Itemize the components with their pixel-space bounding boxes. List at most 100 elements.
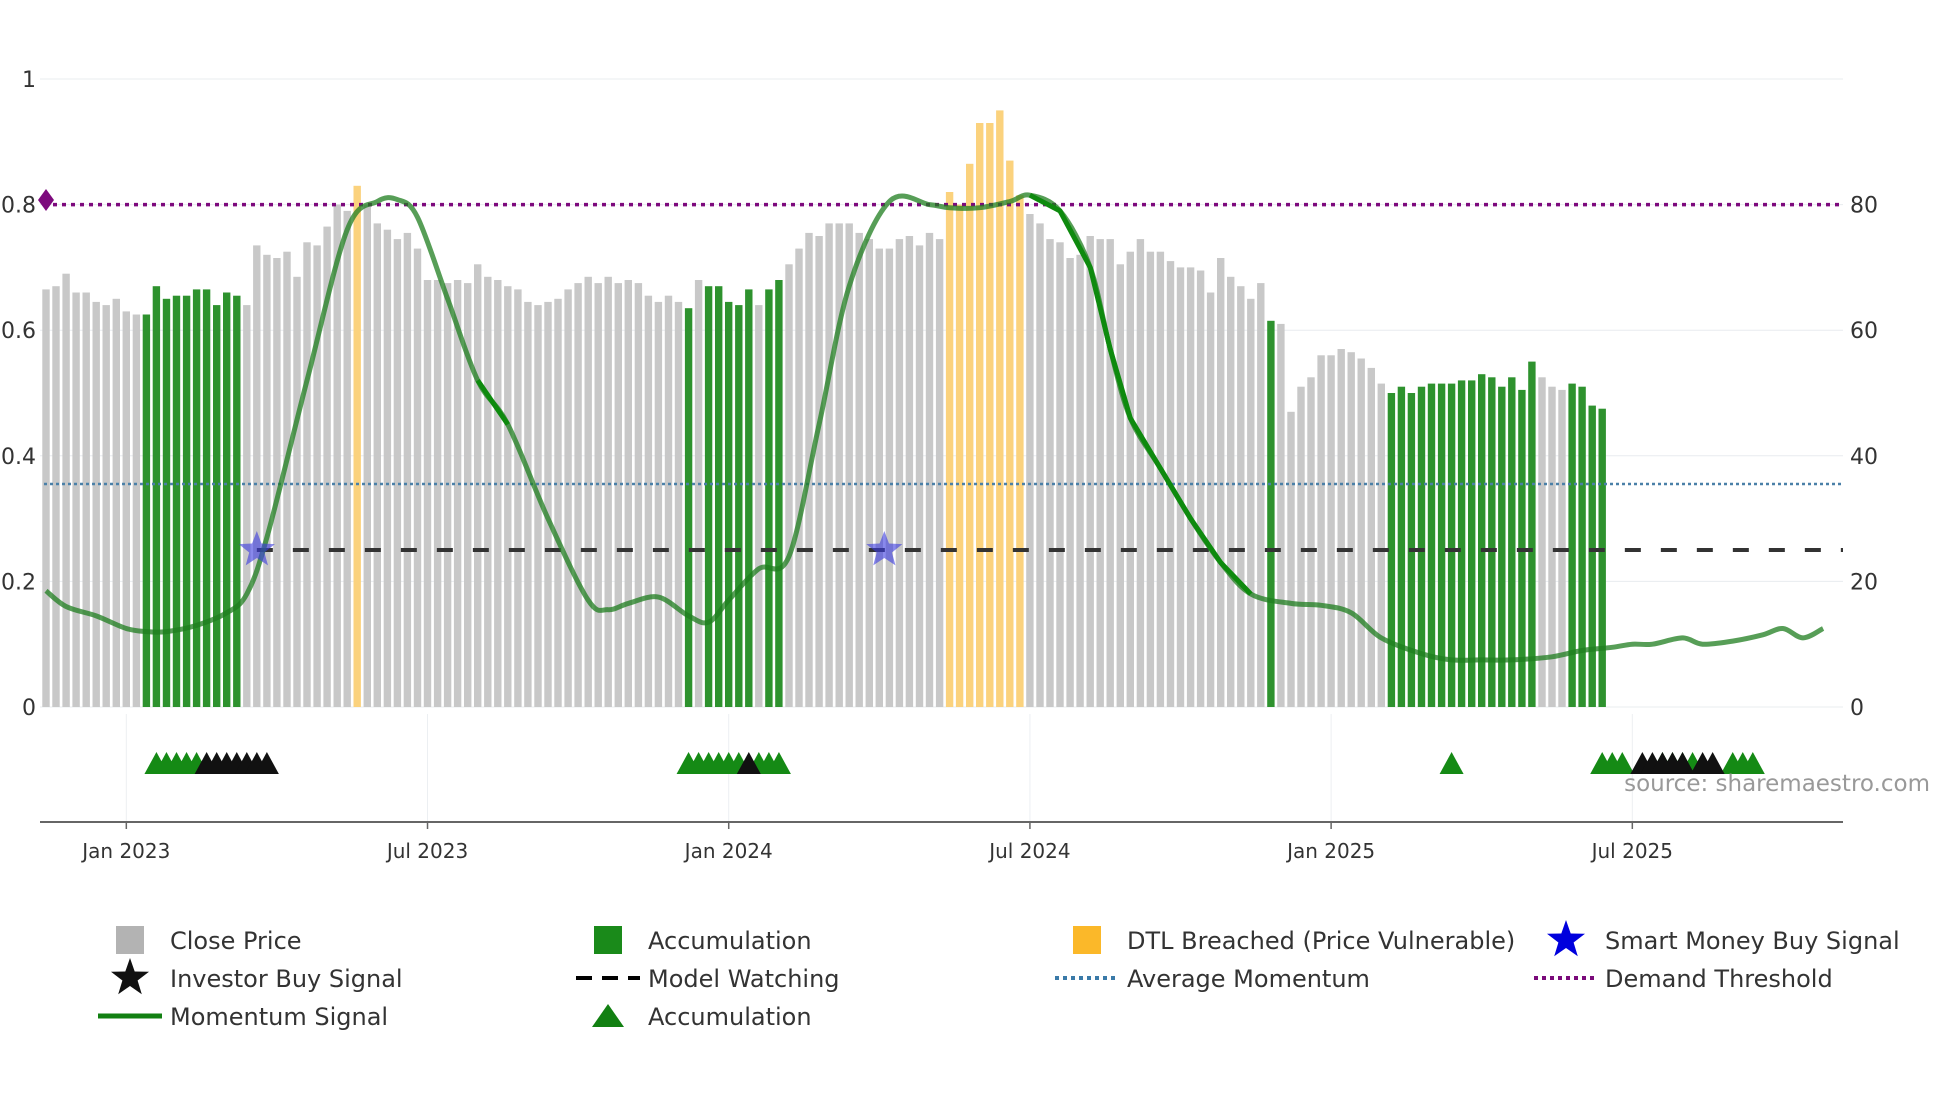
y-left-tick-label: 0: [22, 696, 36, 721]
close-price-bar: [1307, 377, 1315, 707]
accumulation-bar: [192, 289, 201, 707]
close-price-bar: [1046, 239, 1054, 707]
legend-swatch-triangle: [592, 1004, 624, 1027]
close-price-bar: [363, 204, 371, 707]
dtl-bar: [976, 123, 984, 707]
accumulation-bar: [1528, 361, 1536, 707]
accumulation-bar: [1578, 386, 1586, 707]
close-price-bar: [1116, 264, 1124, 707]
legend-label: Close Price: [170, 927, 302, 955]
x-tick-label: Jan 2025: [1285, 839, 1375, 863]
momentum-strong-segment: [1028, 192, 1253, 596]
accumulation-bar: [1427, 383, 1436, 707]
close-price-bar: [905, 236, 914, 707]
close-price-bar: [544, 301, 552, 707]
dtl-bar: [353, 185, 361, 708]
dtl-bar: [945, 192, 954, 707]
dtl-bar: [986, 123, 994, 707]
close-price-bar: [413, 248, 422, 707]
y-right-tick-label: 20: [1850, 570, 1878, 595]
close-price-bar: [1538, 377, 1546, 707]
signal-markers: [238, 531, 903, 566]
legend-label: Average Momentum: [1127, 965, 1370, 993]
close-price-bar: [253, 245, 261, 707]
legend-swatch-square: [116, 926, 144, 954]
investor-buy-triangle: [1700, 752, 1725, 774]
close-price-bar: [484, 276, 492, 707]
close-price-bar: [534, 305, 542, 707]
legend-label: DTL Breached (Price Vulnerable): [1127, 927, 1515, 955]
close-price-bar: [614, 283, 622, 707]
close-price-bar: [343, 210, 351, 707]
close-price-bar: [1206, 292, 1215, 707]
accumulation-triangle: [1439, 752, 1464, 774]
accumulation-bar: [223, 292, 231, 707]
close-price-bar: [243, 305, 251, 707]
close-price-bar: [1297, 386, 1305, 707]
accumulation-bar: [213, 305, 221, 707]
legend-label: Accumulation: [648, 1003, 812, 1031]
close-price-bar: [403, 232, 412, 707]
dtl-bar: [1006, 160, 1014, 708]
close-price-bar: [674, 301, 683, 707]
close-price-bar: [845, 223, 853, 707]
close-price-bar: [1327, 355, 1335, 707]
close-price-bar: [694, 280, 703, 707]
y-right-tick-label: 60: [1850, 319, 1878, 344]
close-price-bar: [443, 283, 452, 707]
legend-swatch-star: [111, 958, 149, 995]
legend-label: Momentum Signal: [170, 1003, 388, 1031]
accumulation-bar: [142, 314, 151, 707]
accumulation-bar: [162, 298, 171, 707]
close-price-bar: [453, 280, 462, 707]
close-price-bar: [935, 239, 944, 707]
accumulation-bar: [765, 289, 773, 707]
y-left-tick-label: 0.6: [1, 319, 36, 344]
close-price-bar: [132, 314, 141, 707]
accumulation-bar: [1397, 386, 1406, 707]
accumulation-bar: [1498, 386, 1506, 707]
close-price-bar: [1217, 258, 1225, 707]
accumulation-bar: [735, 305, 743, 707]
legend-label: Model Watching: [648, 965, 840, 993]
close-price-bar: [865, 239, 873, 707]
accumulation-bar: [1568, 383, 1576, 707]
accumulation-triangle: [1610, 752, 1635, 774]
close-price-bar: [1196, 270, 1205, 707]
close-price-bar: [122, 311, 130, 707]
accumulation-bar: [715, 286, 723, 707]
close-price-bar: [1126, 251, 1134, 707]
close-price-bar: [474, 264, 482, 707]
close-price-bar: [303, 242, 311, 708]
close-price-bar: [323, 226, 331, 707]
accumulation-bar: [233, 295, 241, 707]
close-price-bar: [1026, 214, 1034, 707]
close-price-bar: [263, 254, 271, 708]
dtl-bar: [966, 163, 974, 708]
legend-label: Investor Buy Signal: [170, 965, 403, 993]
investor-buy-triangle: [254, 752, 279, 774]
close-price-bar: [855, 232, 863, 707]
legend-label: Demand Threshold: [1605, 965, 1833, 993]
close-price-bar: [1337, 349, 1345, 707]
close-price-bar: [273, 258, 281, 707]
accumulation-bar: [1387, 393, 1396, 707]
accumulation-bar: [725, 301, 733, 707]
close-price-bar: [1287, 411, 1295, 707]
close-price-bar: [634, 283, 643, 707]
close-price-bar: [514, 289, 522, 707]
close-price-bar: [564, 289, 572, 707]
source-label: source: sharemaestro.com: [1624, 771, 1930, 797]
close-price-bar: [1066, 258, 1074, 707]
close-price-bar: [925, 232, 934, 707]
accumulation-bar: [172, 295, 181, 707]
close-price-bar: [594, 283, 602, 707]
close-price-bar: [283, 251, 291, 707]
momentum-strong-segment: [475, 378, 510, 426]
close-price-bar: [1136, 239, 1145, 707]
close-price-bar: [624, 280, 632, 707]
close-price-bar: [112, 298, 120, 707]
legend-label: Accumulation: [648, 927, 812, 955]
close-price-bar: [1227, 276, 1235, 707]
y-right-tick-label: 40: [1850, 445, 1878, 470]
